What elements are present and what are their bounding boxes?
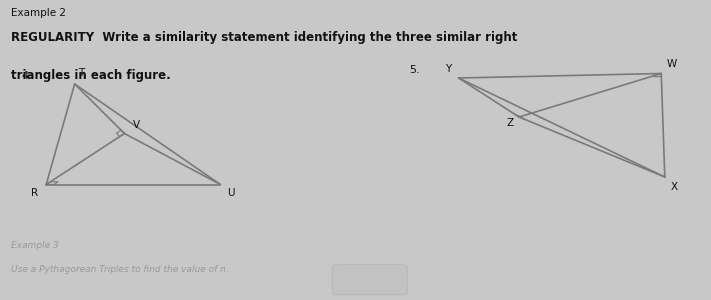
Text: Use a Pythagorean Triples to find the value of n.: Use a Pythagorean Triples to find the va…: [11, 266, 228, 274]
Text: 5.: 5.: [409, 65, 419, 75]
Text: REGULARITY  Write a similarity statement identifying the three similar right: REGULARITY Write a similarity statement …: [11, 32, 517, 44]
Text: Z: Z: [506, 118, 513, 128]
Text: Example 3: Example 3: [11, 242, 58, 250]
Text: W: W: [667, 59, 677, 69]
Text: X: X: [670, 182, 678, 191]
Text: T: T: [78, 68, 85, 78]
Text: Y: Y: [445, 64, 451, 74]
Text: Example 2: Example 2: [11, 8, 65, 17]
Text: R: R: [31, 188, 38, 197]
Text: triangles in each figure.: triangles in each figure.: [11, 69, 171, 82]
Text: 4.: 4.: [21, 71, 32, 81]
Text: V: V: [133, 121, 140, 130]
FancyBboxPatch shape: [332, 265, 407, 295]
Text: U: U: [228, 188, 235, 197]
